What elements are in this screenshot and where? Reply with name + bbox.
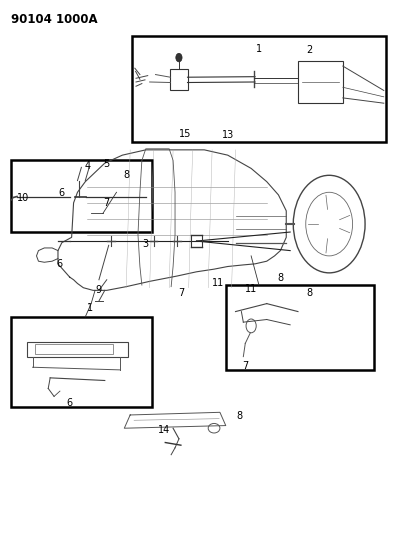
Bar bbox=[27, 342, 128, 357]
Bar bbox=[132, 36, 386, 142]
Text: 11: 11 bbox=[245, 284, 257, 294]
Text: 9: 9 bbox=[95, 285, 101, 295]
Text: 7: 7 bbox=[103, 198, 109, 208]
Text: 8: 8 bbox=[123, 171, 129, 180]
Text: 6: 6 bbox=[59, 188, 65, 198]
Text: 8: 8 bbox=[277, 273, 283, 283]
Text: 15: 15 bbox=[178, 129, 191, 139]
Text: 13: 13 bbox=[222, 130, 234, 140]
Text: 8: 8 bbox=[236, 411, 242, 421]
Bar bbox=[11, 160, 152, 232]
Text: 7: 7 bbox=[178, 288, 185, 298]
Text: 1: 1 bbox=[87, 303, 94, 313]
Text: 3: 3 bbox=[143, 239, 149, 249]
Text: 6: 6 bbox=[67, 398, 73, 408]
Bar bbox=[11, 317, 152, 407]
Text: 11: 11 bbox=[212, 278, 224, 288]
Bar bbox=[226, 285, 374, 370]
Circle shape bbox=[176, 53, 182, 62]
Text: 2: 2 bbox=[307, 45, 313, 55]
Bar bbox=[298, 61, 343, 103]
Text: 6: 6 bbox=[56, 259, 62, 269]
Text: 14: 14 bbox=[158, 425, 171, 435]
Text: 7: 7 bbox=[242, 361, 248, 371]
Text: 1: 1 bbox=[256, 44, 262, 54]
Text: 4: 4 bbox=[84, 161, 90, 171]
Text: 8: 8 bbox=[307, 288, 313, 298]
Text: 90104 1000A: 90104 1000A bbox=[11, 13, 98, 26]
Text: 10: 10 bbox=[17, 192, 29, 203]
Bar bbox=[35, 344, 113, 354]
Bar bbox=[170, 69, 187, 91]
Text: 5: 5 bbox=[104, 159, 110, 169]
